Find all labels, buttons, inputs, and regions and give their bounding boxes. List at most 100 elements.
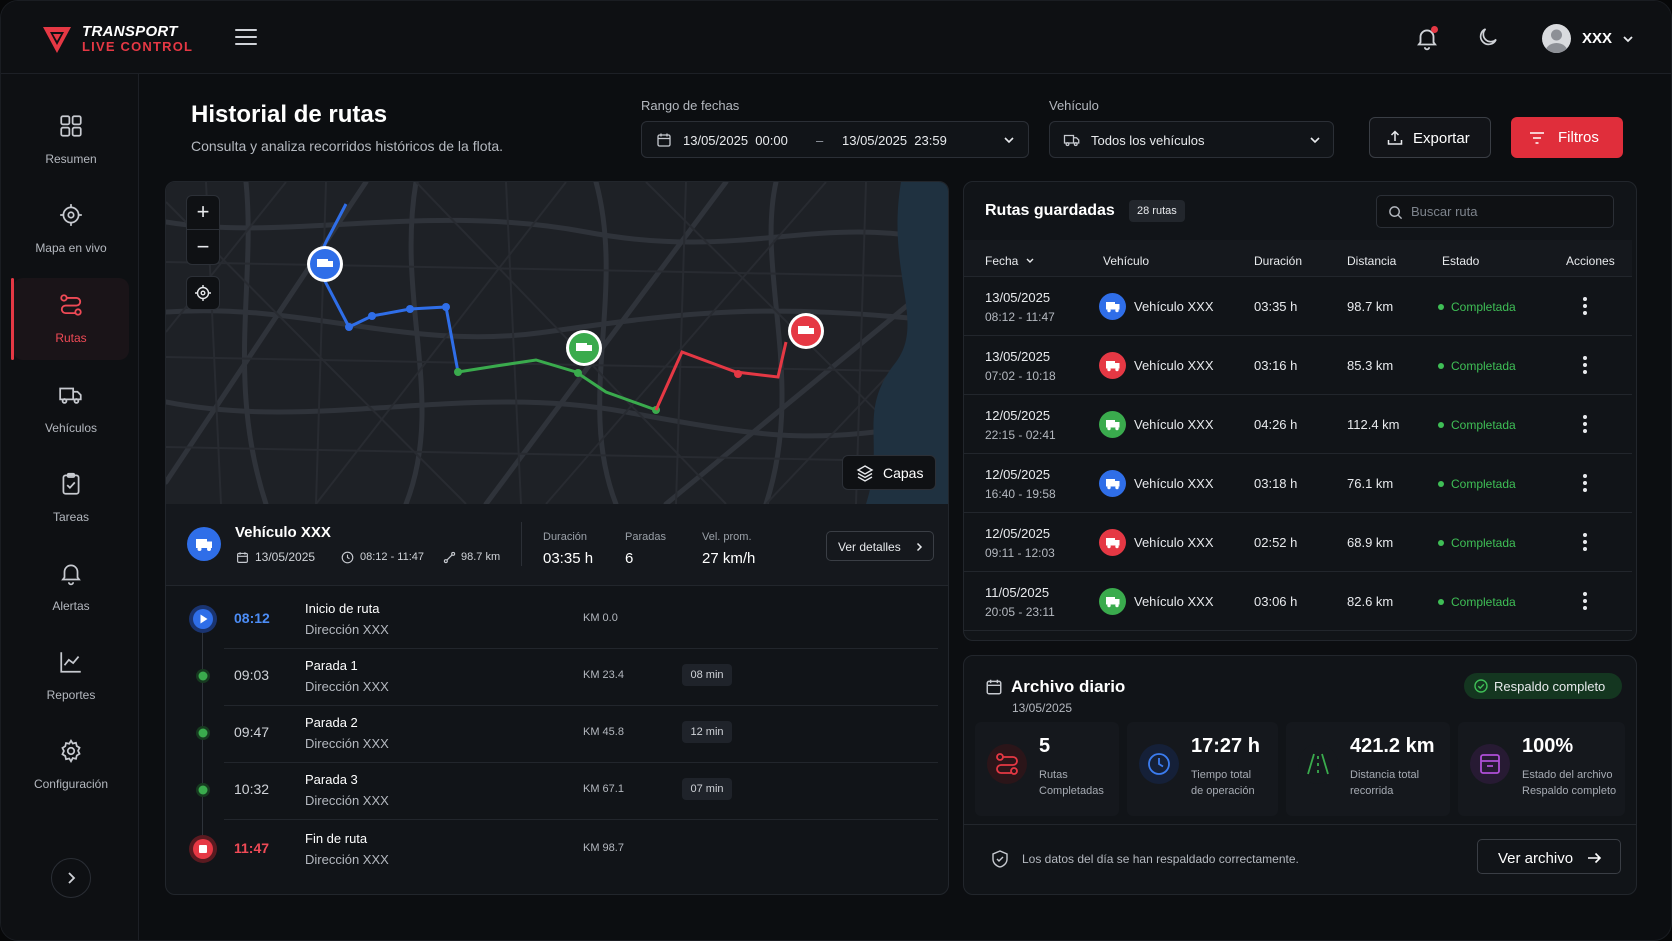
sidebar-item-label: Reportes xyxy=(46,688,96,702)
sidebar-item-mapa-en-vivo[interactable]: Mapa en vivo xyxy=(13,188,129,270)
sidebar-item-vehiculos[interactable]: Vehículos xyxy=(13,368,129,450)
timeline-title: Parada 3 xyxy=(305,772,358,787)
table-row[interactable]: 12/05/2025 22:15 - 02:41 Vehículo XXX 04:26… xyxy=(964,395,1632,454)
timeline-item[interactable]: 08:12 Inicio de ruta Dirección XXX KM 0.… xyxy=(166,592,948,649)
route-vehicle: Vehículo XXX xyxy=(1134,594,1214,609)
search-input[interactable] xyxy=(1411,196,1606,227)
table-row[interactable]: 12/05/2025 16:40 - 19:58 Vehículo XXX 03:18… xyxy=(964,454,1632,513)
upload-icon xyxy=(1387,130,1403,145)
view-archive-label: Ver archivo xyxy=(1498,850,1574,867)
shield-check-icon xyxy=(992,850,1008,868)
timeline-address: Dirección XXX xyxy=(305,736,389,751)
date-range-start: 13/05/2025 00:00 xyxy=(683,133,788,148)
menu-toggle-icon[interactable] xyxy=(235,29,257,47)
vehicle-marker-green[interactable] xyxy=(566,330,602,366)
row-actions-icon[interactable] xyxy=(1574,589,1596,613)
clock-icon xyxy=(1139,744,1179,784)
truck-icon xyxy=(187,527,221,561)
vehicle-marker-blue[interactable] xyxy=(307,246,343,282)
theme-toggle-button[interactable] xyxy=(1476,25,1502,51)
chevron-down-icon xyxy=(1623,36,1633,43)
user-menu[interactable]: XXX xyxy=(1541,23,1641,53)
sidebar-item-label: Tareas xyxy=(52,510,90,524)
notifications-button[interactable] xyxy=(1414,25,1440,51)
row-actions-icon[interactable] xyxy=(1574,412,1596,436)
map-layers-button[interactable]: Capas xyxy=(842,455,936,490)
sidebar-item-tareas[interactable]: Tareas xyxy=(13,457,129,539)
timeline-item[interactable]: 10:32 Parada 3 Dirección XXX KM 67.1 07 … xyxy=(166,763,948,820)
table-row[interactable]: 13/05/2025 07:02 - 10:18 Vehículo XXX 03:16… xyxy=(964,336,1632,395)
table-row[interactable]: 11/05/2025 20:05 - 23:11 Vehículo XXX 03:06… xyxy=(964,572,1632,631)
row-actions-icon[interactable] xyxy=(1574,471,1596,495)
stat-card-rutas: 5 Rutas Completadas xyxy=(975,722,1119,816)
sidebar-item-label: Configuración xyxy=(33,777,109,791)
date-range-end: 13/05/2025 23:59 xyxy=(842,133,947,148)
route-map[interactable]: + − Capas xyxy=(166,182,948,504)
road-icon xyxy=(1298,744,1338,784)
status-badge: Completada xyxy=(1438,418,1516,432)
locate-button[interactable] xyxy=(186,276,220,310)
row-actions-icon[interactable] xyxy=(1574,530,1596,554)
sidebar-item-rutas[interactable]: Rutas xyxy=(11,278,129,360)
filters-button[interactable]: Filtros xyxy=(1511,117,1623,158)
sidebar-expand-button[interactable] xyxy=(51,858,91,898)
timeline-title: Parada 1 xyxy=(305,658,358,673)
export-button-label: Exportar xyxy=(1413,130,1470,147)
brand-logo[interactable]: TRANSPORT LIVE CONTROL xyxy=(41,23,201,57)
sidebar-item-reportes[interactable]: Reportes xyxy=(13,635,129,717)
table-row[interactable]: 12/05/2025 09:11 - 12:03 Vehículo XXX 02:52… xyxy=(964,513,1632,572)
check-circle-icon xyxy=(1474,679,1488,693)
stat-label: Estado del archivo Respaldo completo xyxy=(1522,769,1617,797)
search-icon xyxy=(1389,206,1403,220)
zoom-out-button[interactable]: − xyxy=(196,234,210,259)
stat-value: 5 xyxy=(1039,735,1051,757)
saved-routes-panel: Rutas guardadas 28 rutas Fecha Vehículo … xyxy=(963,181,1637,641)
stat-value-velocidad: 27 km/h xyxy=(702,550,756,567)
table-row[interactable]: 13/05/2025 08:12 - 11:47 Vehículo XXX 03:35… xyxy=(964,277,1632,336)
route-search[interactable] xyxy=(1376,195,1614,228)
view-archive-button[interactable]: Ver archivo xyxy=(1477,839,1621,874)
status-badge: Completada xyxy=(1438,536,1516,550)
page-subtitle: Consulta y analiza recorridos históricos… xyxy=(191,138,504,154)
row-actions-icon[interactable] xyxy=(1574,294,1596,318)
timeline-item[interactable]: 11:47 Fin de ruta Dirección XXX KM 98.7 xyxy=(166,822,948,879)
vehicle-summary: Vehículo XXX 13/05/2025 08:12 - 11:47 98… xyxy=(166,504,948,586)
stop-duration-badge: 12 min xyxy=(682,721,732,743)
route-time: 08:12 - 11:47 xyxy=(985,310,1055,324)
timeline-item[interactable]: 09:47 Parada 2 Dirección XXX KM 45.8 12 … xyxy=(166,706,948,763)
map-layers-label: Capas xyxy=(883,465,924,481)
timeline-time: 09:47 xyxy=(234,724,270,740)
bell-icon xyxy=(61,564,81,586)
vehicle-marker-red[interactable] xyxy=(788,313,824,349)
view-details-button[interactable]: Ver detalles xyxy=(826,531,934,561)
route-time: 16:40 - 19:58 xyxy=(985,487,1056,501)
user-name: XXX xyxy=(1582,30,1613,47)
route-duration: 03:35 h xyxy=(1254,299,1298,314)
route-date: 12/05/2025 xyxy=(985,526,1051,541)
date-range-picker[interactable]: 13/05/2025 00:00 – 13/05/2025 23:59 xyxy=(641,121,1029,158)
sidebar: Resumen Mapa en vivo Rutas Vehículos Tar… xyxy=(1,74,139,940)
sidebar-item-configuracion[interactable]: Configuración xyxy=(13,724,129,806)
layers-icon xyxy=(856,465,874,482)
zoom-controls: + − xyxy=(186,195,220,265)
stat-value: 17:27 h xyxy=(1191,735,1260,757)
timeline-title: Fin de ruta xyxy=(305,831,368,846)
export-button[interactable]: Exportar xyxy=(1369,117,1491,158)
stop-duration-badge: 07 min xyxy=(682,778,732,800)
timeline-address: Dirección XXX xyxy=(305,679,389,694)
row-actions-icon[interactable] xyxy=(1574,353,1596,377)
column-header-acciones: Acciones xyxy=(1566,254,1615,268)
zoom-in-button[interactable]: + xyxy=(187,196,219,230)
chevron-right-icon xyxy=(68,872,76,884)
timeline-time: 09:03 xyxy=(234,667,270,683)
sidebar-item-resumen[interactable]: Resumen xyxy=(13,99,129,181)
daily-archive-panel: Archivo diario 13/05/2025 Respaldo compl… xyxy=(963,655,1637,895)
sidebar-item-label: Alertas xyxy=(52,599,90,613)
truck-icon xyxy=(1099,411,1126,438)
brand-line-1: TRANSPORT xyxy=(82,23,178,40)
timeline-item[interactable]: 09:03 Parada 1 Dirección XXX KM 23.4 08 … xyxy=(166,649,948,706)
sidebar-item-alertas[interactable]: Alertas xyxy=(13,546,129,628)
stat-card-tiempo: 17:27 h Tiempo total de operación xyxy=(1127,722,1278,816)
column-header-fecha[interactable]: Fecha xyxy=(985,254,1035,268)
vehicle-select[interactable]: Todos los vehículos xyxy=(1049,121,1334,158)
